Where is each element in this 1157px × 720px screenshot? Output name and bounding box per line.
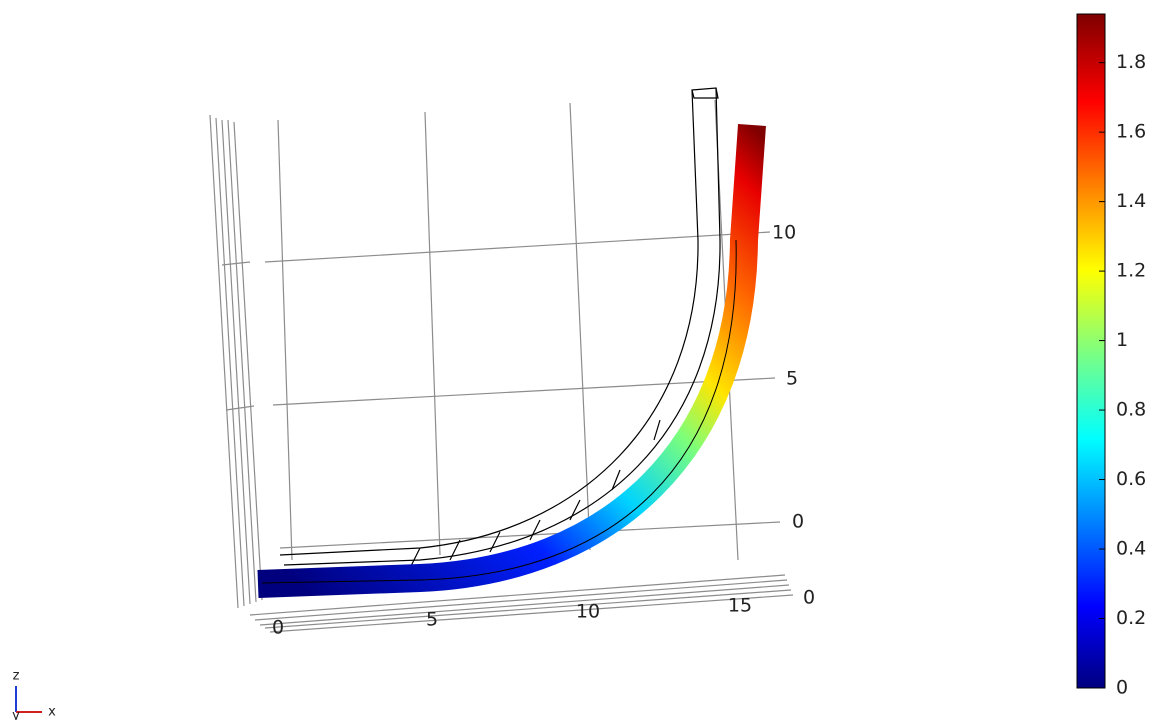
colorbar-tick-label: 1.6	[1116, 121, 1146, 143]
z-tick-label: 0	[792, 511, 804, 533]
triad-x: x	[48, 705, 56, 720]
axis-triad: z x y	[12, 669, 56, 720]
colorbar-tick-label: 0.6	[1116, 468, 1146, 490]
colorbar-tick-label: 0	[1116, 677, 1128, 699]
colorbar-tick-label: 1	[1116, 329, 1128, 351]
grid	[209, 99, 794, 633]
colorbar-tick-label: 1.8	[1116, 51, 1146, 73]
x-tick-label: 5	[426, 609, 438, 631]
z-tick-label: 5	[786, 368, 798, 390]
colorbar-tick-label: 1.4	[1116, 190, 1146, 212]
x-tick-label: 15	[728, 595, 752, 617]
beam	[257, 124, 766, 598]
triad-z: z	[13, 669, 20, 684]
undeformed-outline	[279, 87, 721, 569]
colorbar-tick-label: 0.8	[1116, 399, 1146, 421]
colorbar	[1076, 13, 1106, 689]
x-tick-label: 10	[576, 601, 600, 623]
triad-y: y	[12, 709, 20, 720]
colorbar-tick-label: 0.2	[1116, 607, 1146, 629]
colorbar-tick-label: 0.4	[1116, 538, 1146, 560]
z-tick-label: 10	[772, 222, 796, 244]
colorbar-tick-label: 1.2	[1116, 260, 1146, 282]
y-tick-label: 0	[803, 587, 815, 609]
x-tick-label: 0	[272, 617, 284, 639]
